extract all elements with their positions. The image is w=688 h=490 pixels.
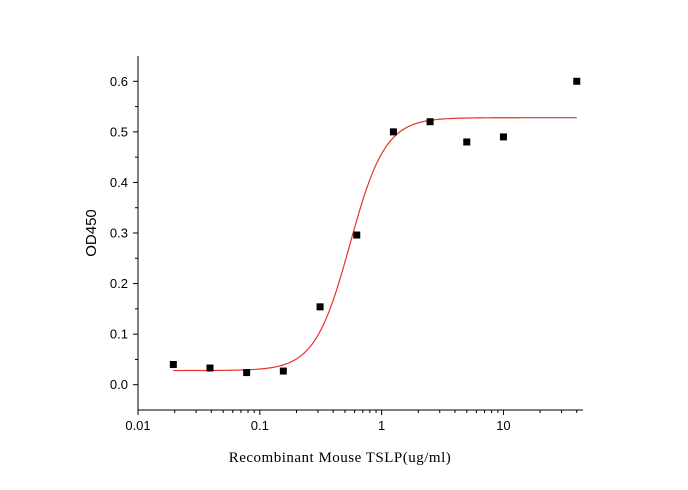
data-point xyxy=(573,77,581,85)
data-point xyxy=(426,118,434,126)
x-tick-label: 10 xyxy=(496,418,510,433)
data-point xyxy=(389,128,397,136)
data-point xyxy=(316,303,324,311)
data-point xyxy=(279,367,287,375)
y-tick-label: 0.4 xyxy=(110,175,128,190)
y-tick-label: 0.5 xyxy=(110,124,128,139)
y-axis-title: OD450 xyxy=(83,209,100,257)
data-point xyxy=(463,138,471,146)
data-point xyxy=(206,364,214,372)
data-point xyxy=(169,360,177,368)
y-tick-label: 0.3 xyxy=(110,226,128,241)
data-points xyxy=(169,77,581,377)
x-tick-label: 0.1 xyxy=(251,418,269,433)
data-point xyxy=(243,369,251,377)
y-tick-label: 0.6 xyxy=(110,74,128,89)
plot-frame xyxy=(137,56,583,411)
data-point xyxy=(499,133,507,141)
data-point xyxy=(353,231,361,239)
y-tick-label: 0.2 xyxy=(110,276,128,291)
y-tick-label: 0.1 xyxy=(110,327,128,342)
x-tick-label: 0.01 xyxy=(125,418,150,433)
x-tick-label: 1 xyxy=(378,418,385,433)
x-ticks: 0.01 0.1 1 10 xyxy=(125,410,578,433)
y-tick-label: 0.0 xyxy=(110,377,128,392)
fit-curve xyxy=(173,117,577,372)
y-ticks: 0.0 0.1 0.2 0.3 0.4 0.5 0.6 xyxy=(110,74,138,392)
x-axis-title: Recombinant Mouse TSLP(ug/ml) xyxy=(229,450,452,466)
